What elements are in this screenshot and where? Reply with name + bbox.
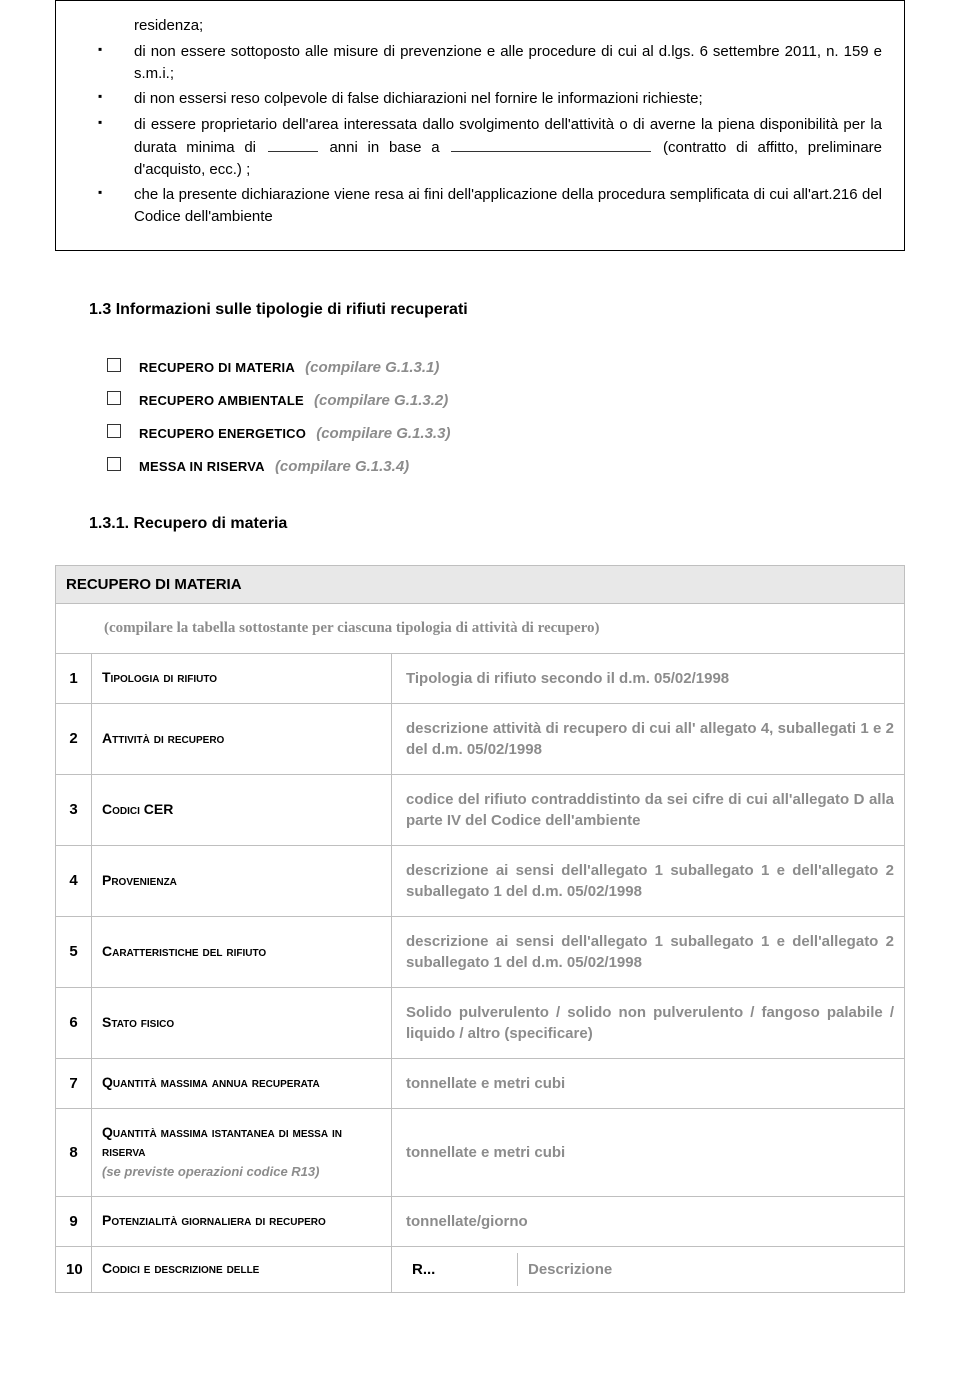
row-value: tonnellate e metri cubi (392, 1108, 905, 1196)
checklist-row: RECUPERO DI MATERIA (compilare G.1.3.1) (107, 355, 905, 376)
row-value-split: R... Descrizione (392, 1246, 905, 1292)
table-header: RECUPERO DI MATERIA (56, 565, 905, 603)
row-label: Attività di recupero (92, 703, 392, 774)
row-label: Tipologia di rifiuto (92, 653, 392, 703)
row-number: 6 (56, 987, 92, 1058)
table-row: 4 Provenienza descrizione ai sensi dell'… (56, 845, 905, 916)
table-row: 5 Caratteristiche del rifiuto descrizion… (56, 916, 905, 987)
row-value: Solido pulverulento / solido non pulveru… (392, 987, 905, 1058)
inner-split-table: R... Descrizione (402, 1253, 894, 1286)
row-label-text: Quantità massima istantanea di messa in … (102, 1124, 342, 1160)
checklist-row: RECUPERO AMBIENTALE (compilare G.1.3.2) (107, 388, 905, 409)
checklist-row: MESSA IN RISERVA (compilare G.1.3.4) (107, 454, 905, 475)
checklist-label: RECUPERO AMBIENTALE (139, 393, 304, 408)
recupero-materia-table: RECUPERO DI MATERIA (compilare la tabell… (55, 565, 905, 1293)
row-label: Codici e descrizione delle (92, 1246, 392, 1292)
row-value: descrizione ai sensi dell'allegato 1 sub… (392, 916, 905, 987)
row-value: Tipologia di rifiuto secondo il d.m. 05/… (392, 653, 905, 703)
row-label: Provenienza (92, 845, 392, 916)
checklist-label: RECUPERO DI MATERIA (139, 360, 295, 375)
row-label-text: Quantità massima annua recuperata (102, 1074, 320, 1090)
row-number: 3 (56, 774, 92, 845)
blank-field-basis[interactable] (451, 136, 651, 152)
table-row: 10 Codici e descrizione delle R... Descr… (56, 1246, 905, 1292)
declaration-item: di essere proprietario dell'area interes… (78, 114, 882, 180)
row-number: 1 (56, 653, 92, 703)
page: residenza; di non essere sottoposto alle… (0, 0, 960, 1333)
blank-field-years[interactable] (268, 136, 318, 152)
row-number: 5 (56, 916, 92, 987)
row-label: Stato fisico (92, 987, 392, 1058)
checklist-label: MESSA IN RISERVA (139, 459, 265, 474)
row-value: descrizione ai sensi dell'allegato 1 sub… (392, 845, 905, 916)
row-number: 8 (56, 1108, 92, 1196)
table-row: 6 Stato fisico Solido pulverulento / sol… (56, 987, 905, 1058)
row-number: 10 (56, 1246, 92, 1292)
row-value: descrizione attività di recupero di cui … (392, 703, 905, 774)
declarations-box: residenza; di non essere sottoposto alle… (55, 0, 905, 251)
row-number: 4 (56, 845, 92, 916)
table-instruction: (compilare la tabella sottostante per ci… (56, 603, 905, 653)
row-label-text: Codici CER (102, 801, 173, 817)
row-number: 9 (56, 1196, 92, 1246)
row-label-text: Tipologia di rifiuto (102, 669, 217, 685)
table-row: 3 Codici CER codice del rifiuto contradd… (56, 774, 905, 845)
checklist-row: RECUPERO ENERGETICO (compilare G.1.3.3) (107, 421, 905, 442)
code-cell: R... (402, 1253, 518, 1286)
checkbox-recupero-ambientale[interactable] (107, 391, 121, 405)
row-value: codice del rifiuto contraddistinto da se… (392, 774, 905, 845)
table-row: 9 Potenzialità giornaliera di recupero t… (56, 1196, 905, 1246)
row-number: 7 (56, 1058, 92, 1108)
table-header-row: RECUPERO DI MATERIA (56, 565, 905, 603)
checklist-note: (compilare G.1.3.4) (275, 458, 409, 475)
declaration-item: residenza; (78, 15, 882, 37)
table-row: 7 Quantità massima annua recuperata tonn… (56, 1058, 905, 1108)
checklist-note: (compilare G.1.3.1) (305, 359, 439, 376)
table-row: 2 Attività di recupero descrizione attiv… (56, 703, 905, 774)
table-row: 1 Tipologia di rifiuto Tipologia di rifi… (56, 653, 905, 703)
text-fragment: anni in base a (329, 139, 449, 156)
checklist-label: RECUPERO ENERGETICO (139, 426, 306, 441)
description-cell: Descrizione (518, 1253, 895, 1286)
row-label-text: Caratteristiche del rifiuto (102, 943, 266, 959)
row-label: Quantità massima istantanea di messa in … (92, 1108, 392, 1196)
row-label-text: Codici e descrizione delle (102, 1260, 259, 1276)
section-1-3-title: 1.3 Informazioni sulle tipologie di rifi… (89, 301, 905, 319)
row-label-text: Provenienza (102, 872, 177, 888)
table-row: 8 Quantità massima istantanea di messa i… (56, 1108, 905, 1196)
row-value: tonnellate e metri cubi (392, 1058, 905, 1108)
declaration-item: che la presente dichiarazione viene resa… (78, 184, 882, 228)
row-label: Caratteristiche del rifiuto (92, 916, 392, 987)
row-label: Quantità massima annua recuperata (92, 1058, 392, 1108)
row-label: Potenzialità giornaliera di recupero (92, 1196, 392, 1246)
checklist-note: (compilare G.1.3.2) (314, 392, 448, 409)
row-label-text: Stato fisico (102, 1014, 174, 1030)
checklist-note: (compilare G.1.3.3) (316, 425, 450, 442)
recovery-type-checklist: RECUPERO DI MATERIA (compilare G.1.3.1) … (107, 355, 905, 475)
checkbox-recupero-energetico[interactable] (107, 424, 121, 438)
row-label-text: Attività di recupero (102, 730, 224, 746)
row-label-text: Potenzialità giornaliera di recupero (102, 1212, 326, 1228)
table-instruction-row: (compilare la tabella sottostante per ci… (56, 603, 905, 653)
checkbox-recupero-materia[interactable] (107, 358, 121, 372)
row-value: tonnellate/giorno (392, 1196, 905, 1246)
row-label: Codici CER (92, 774, 392, 845)
declaration-item: di non essersi reso colpevole di false d… (78, 88, 882, 110)
checkbox-messa-in-riserva[interactable] (107, 457, 121, 471)
declaration-item: di non essere sottoposto alle misure di … (78, 41, 882, 85)
section-1-3-1-title: 1.3.1. Recupero di materia (89, 515, 905, 533)
row-number: 2 (56, 703, 92, 774)
row-label-sub: (se previste operazioni codice R13) (102, 1164, 319, 1179)
